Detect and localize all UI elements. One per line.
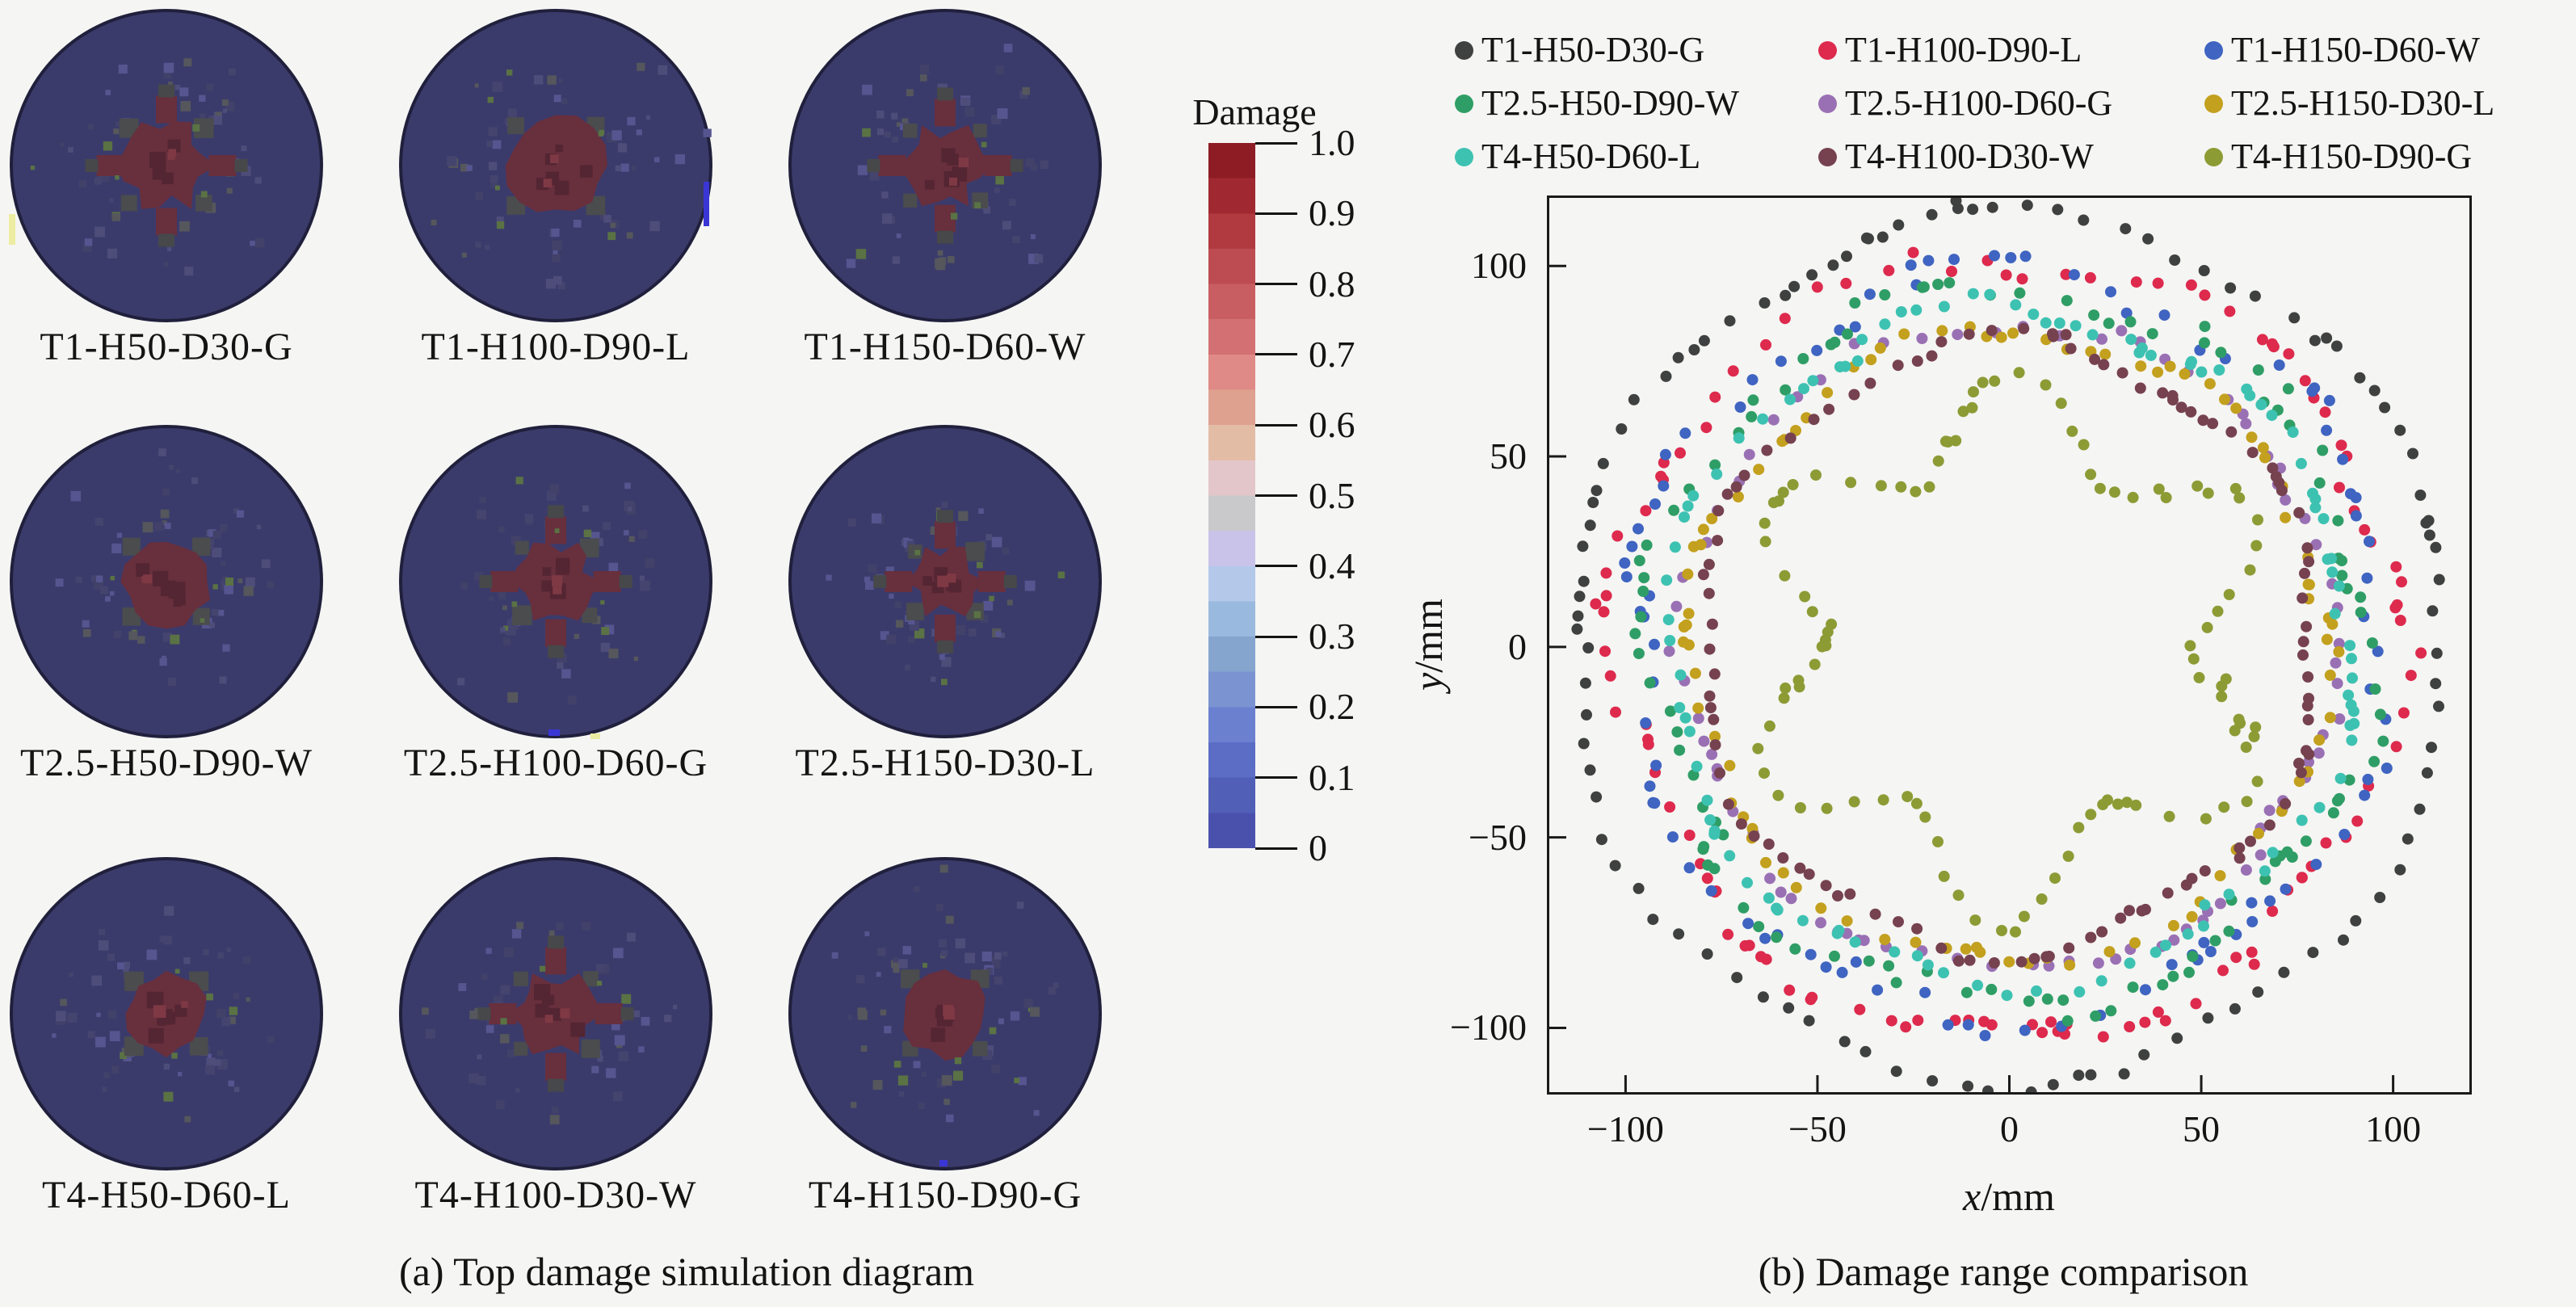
legend-marker <box>1455 95 1473 113</box>
x-tick-label: 0 <box>2000 1108 2019 1149</box>
damage-disc-cell: T4-H50-D60-L <box>9 856 324 1228</box>
disc-label: T2.5-H150-D30-L <box>795 742 1095 784</box>
colorbar-tick-mark <box>1255 847 1297 850</box>
y-tick-label: −100 <box>1450 1007 1527 1049</box>
damage-disc-image <box>788 425 1102 738</box>
damage-disc-cell: T1-H100-D90-L <box>398 8 713 380</box>
damage-disc-cell: T4-H100-D30-W <box>398 856 713 1228</box>
legend-label: T2.5-H50-D90-W <box>1481 83 1739 123</box>
y-axis-unit: /mm <box>1406 599 1451 673</box>
x-axis-label: x/mm <box>1963 1173 2055 1220</box>
damage-disc-image <box>399 9 712 322</box>
damage-disc-image <box>788 857 1102 1170</box>
x-axis-variable: x <box>1963 1174 1981 1219</box>
colorbar-tick-mark <box>1255 423 1297 427</box>
disc-label: T2.5-H50-D90-W <box>20 742 313 784</box>
colorbar-tick-label: 0.9 <box>1309 192 1355 234</box>
caption-panel-a: (a) Top damage simulation diagram <box>398 1249 975 1294</box>
x-tick-label: 50 <box>2183 1108 2221 1149</box>
legend-marker <box>2204 41 2223 60</box>
colorbar-tick-mark <box>1255 635 1297 638</box>
colorbar-tick-mark <box>1255 212 1297 215</box>
damage-disc-cell: T1-H50-D30-G <box>9 8 324 380</box>
legend-marker <box>1455 41 1473 60</box>
damage-disc-cell: T4-H150-D90-G <box>788 856 1103 1228</box>
colorbar-tick-label: 0 <box>1309 827 1327 868</box>
disc-label: T4-H50-D60-L <box>42 1174 291 1217</box>
damage-disc-image <box>10 857 323 1170</box>
x-tick-label: −50 <box>1788 1108 1847 1149</box>
damage-disc-cell: T2.5-H150-D30-L <box>788 424 1103 796</box>
colorbar-tick-mark <box>1255 141 1297 145</box>
y-axis-label: y/mm <box>1405 599 1452 691</box>
series-T4-H150-D90-G <box>1752 367 2263 938</box>
legend-label: T1-H100-D90-L <box>1845 30 2082 69</box>
legend-marker <box>1818 41 1837 60</box>
colorbar-tick-mark <box>1255 705 1297 708</box>
y-tick-label: −50 <box>1469 816 1527 858</box>
damage-disc-cell: T1-H150-D60-W <box>788 8 1103 380</box>
legend-label: T4-H150-D90-G <box>2231 137 2473 176</box>
colorbar-tick-label: 1.0 <box>1309 122 1355 163</box>
damage-disc-cell: T2.5-H50-D90-W <box>9 424 324 796</box>
x-tick-label: −100 <box>1586 1108 1664 1149</box>
legend-marker <box>2204 148 2223 166</box>
plot-area <box>1547 195 2472 1098</box>
colorbar-tick-mark <box>1255 353 1297 356</box>
damage-disc-image <box>788 9 1102 322</box>
series-T4-H50-D60-L <box>1661 288 2360 1002</box>
y-tick-label: 100 <box>1471 245 1527 287</box>
legend-label: T4-H50-D60-L <box>1481 137 1701 176</box>
disc-label: T2.5-H100-D60-G <box>403 742 708 784</box>
colorbar-tick-label: 0.2 <box>1309 686 1355 728</box>
y-tick-label: 50 <box>1490 435 1527 477</box>
damage-disc-image <box>9 9 323 322</box>
colorbar-tick-label: 0.7 <box>1309 333 1355 375</box>
damage-disc-image <box>10 425 323 738</box>
disc-label: T1-H100-D90-L <box>421 326 691 368</box>
disc-label: T1-H50-D30-G <box>40 326 293 368</box>
damage-disc-image <box>399 857 712 1170</box>
x-tick-label: 100 <box>2365 1108 2422 1149</box>
disc-label: T4-H100-D30-W <box>414 1174 697 1217</box>
caption-panel-b: (b) Damage range comparison <box>1758 1249 2249 1294</box>
legend-label: T2.5-H150-D30-L <box>2231 83 2495 123</box>
colorbar-tick-label: 0.8 <box>1309 263 1355 305</box>
colorbar-tick-label: 0.3 <box>1309 616 1355 658</box>
colorbar-tick-label: 0.6 <box>1309 404 1355 446</box>
colorbar-title: Damage <box>1192 91 1317 132</box>
colorbar <box>1208 143 1255 848</box>
legend-marker <box>1818 148 1837 166</box>
disc-label: T1-H150-D60-W <box>804 326 1086 368</box>
colorbar-tick-label: 0.5 <box>1309 474 1355 516</box>
x-axis-unit: /mm <box>1981 1174 2055 1219</box>
colorbar-tick-mark <box>1255 494 1297 497</box>
colorbar-tick-mark <box>1255 776 1297 780</box>
damage-disc-image <box>399 425 712 739</box>
series-T4-H100-D30-W <box>1697 322 2315 969</box>
colorbar-tick-label: 0.4 <box>1309 544 1355 586</box>
disc-label: T4-H150-D90-G <box>808 1174 1082 1217</box>
series-T1-H100-D90-L <box>1590 246 2427 1043</box>
y-axis-variable: y <box>1406 672 1451 691</box>
legend-label: T4-H100-D30-W <box>1845 137 2094 176</box>
colorbar-tick-mark <box>1255 283 1297 286</box>
legend-marker <box>1818 95 1837 113</box>
scatter-plot <box>1547 195 2472 1098</box>
legend-label: T1-H150-D60-W <box>2231 30 2480 69</box>
y-tick-label: 0 <box>1508 625 1527 667</box>
colorbar-tick-label: 0.1 <box>1309 756 1355 798</box>
legend-label: T2.5-H100-D60-G <box>1845 83 2113 123</box>
damage-disc-cell: T2.5-H100-D60-G <box>398 424 713 796</box>
legend-marker <box>2204 95 2223 113</box>
colorbar-tick-mark <box>1255 565 1297 568</box>
legend-label: T1-H50-D30-G <box>1481 30 1705 69</box>
series-T1-H50-D30-G <box>1571 195 2445 1098</box>
legend-marker <box>1455 148 1473 166</box>
